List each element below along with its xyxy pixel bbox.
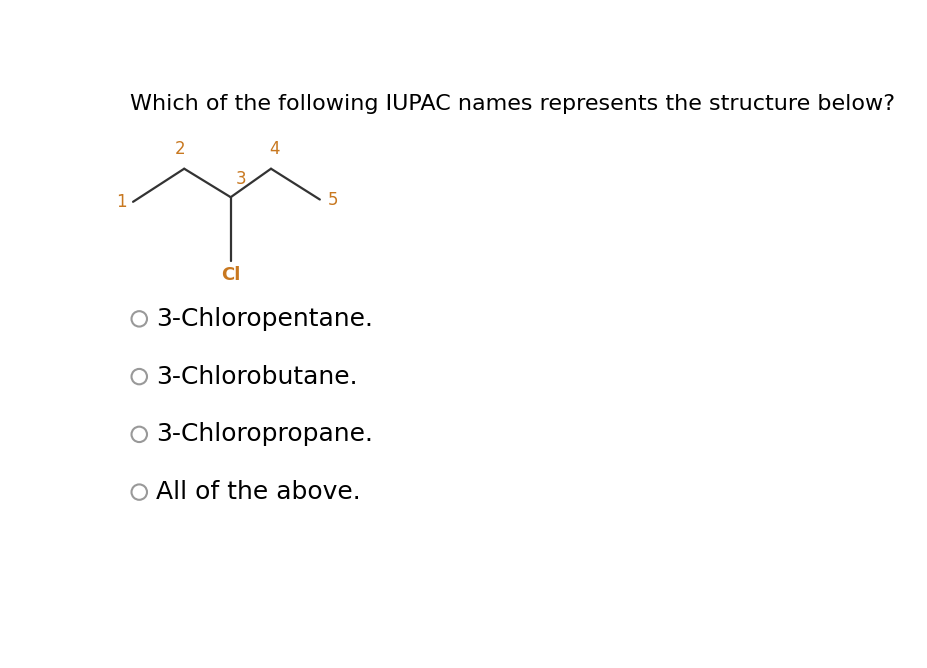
Text: Which of the following IUPAC names represents the structure below?: Which of the following IUPAC names repre… <box>130 94 894 114</box>
Text: 3-Chlorobutane.: 3-Chlorobutane. <box>156 365 358 389</box>
Text: 3: 3 <box>235 170 246 188</box>
Text: 4: 4 <box>270 140 280 158</box>
Text: 3-Chloropentane.: 3-Chloropentane. <box>156 307 373 331</box>
Text: All of the above.: All of the above. <box>156 480 361 504</box>
Text: 2: 2 <box>175 140 185 158</box>
Text: Cl: Cl <box>221 266 240 284</box>
Text: 1: 1 <box>116 193 127 211</box>
Text: 3-Chloropropane.: 3-Chloropropane. <box>156 422 373 446</box>
Text: 5: 5 <box>327 190 337 208</box>
